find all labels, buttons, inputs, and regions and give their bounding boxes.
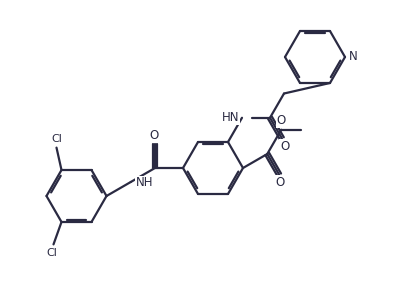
- Text: O: O: [280, 140, 289, 153]
- Text: Cl: Cl: [51, 134, 62, 144]
- Text: O: O: [150, 129, 159, 142]
- Text: O: O: [276, 176, 285, 189]
- Text: NH: NH: [136, 176, 153, 190]
- Text: N: N: [349, 51, 357, 63]
- Text: HN: HN: [222, 111, 239, 124]
- Text: O: O: [276, 114, 286, 127]
- Text: Cl: Cl: [46, 248, 57, 258]
